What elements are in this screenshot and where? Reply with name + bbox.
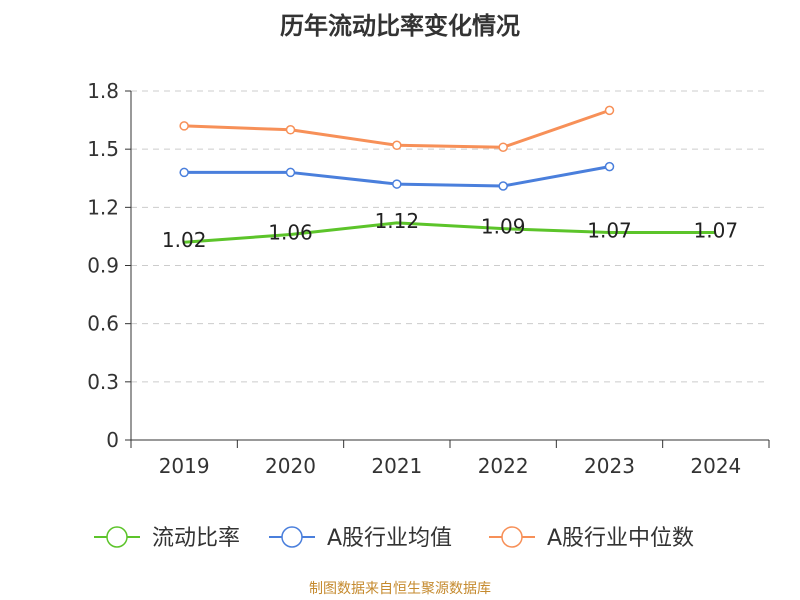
data-point: [285, 167, 296, 178]
x-tick-label: 2021: [371, 454, 422, 478]
data-label: 1.07: [587, 219, 632, 243]
series-lines: [179, 105, 716, 244]
legend-label: A股行业中位数: [547, 526, 694, 551]
legend-marker: [501, 526, 523, 548]
grid-lines: [131, 90, 769, 383]
y-tick-label: 0.9: [87, 254, 119, 278]
data-label: 1.07: [694, 219, 739, 243]
y-tick-label: 0.6: [87, 312, 119, 336]
y-tick-label: 0.3: [87, 370, 119, 394]
data-point: [392, 140, 402, 151]
data-point: [604, 105, 615, 116]
data-label: 1.12: [375, 209, 420, 233]
data-label: 1.02: [162, 228, 207, 252]
legend-marker: [281, 526, 303, 548]
legend-marker: [106, 526, 128, 548]
data-point: [179, 167, 189, 178]
chart-title: 历年流动比率变化情况: [280, 12, 520, 40]
x-tick-label: 2022: [478, 454, 529, 478]
x-tick-label: 2020: [265, 454, 316, 478]
x-tick-label: 2019: [159, 454, 210, 478]
source-note: 制图数据来自恒生聚源数据库: [309, 581, 491, 597]
x-tick-label: 2024: [690, 454, 741, 478]
data-labels: 1.02 1.06 1.12 1.09 1.07 1.07: [162, 209, 738, 252]
data-point: [498, 142, 508, 152]
data-label: 1.06: [268, 220, 313, 244]
x-tick-label: 2023: [584, 454, 635, 478]
data-point: [285, 125, 296, 135]
data-point: [179, 121, 189, 131]
y-tick-label: 1.2: [87, 195, 119, 219]
data-point: [604, 161, 615, 172]
legend-item[interactable]: A股行业均值: [269, 526, 452, 551]
y-tick-label: 0: [106, 428, 119, 452]
legend[interactable]: 流动比率 A股行业均值 A股行业中位数: [94, 526, 694, 551]
data-point: [498, 181, 508, 191]
y-tick-label: 1.8: [87, 79, 119, 103]
axes: 0 0.3 0.6 0.9 1.2 1.5 1.8 2019 2020 2021 2022 2023 2…: [87, 79, 770, 478]
legend-item[interactable]: 流动比率: [94, 526, 240, 551]
data-label: 1.09: [481, 215, 526, 239]
legend-label: 流动比率: [152, 526, 240, 551]
data-point: [392, 179, 402, 189]
legend-item[interactable]: A股行业中位数: [489, 526, 694, 551]
y-tick-label: 1.5: [87, 137, 119, 161]
legend-label: A股行业均值: [327, 526, 452, 551]
series-line: [184, 221, 716, 244]
